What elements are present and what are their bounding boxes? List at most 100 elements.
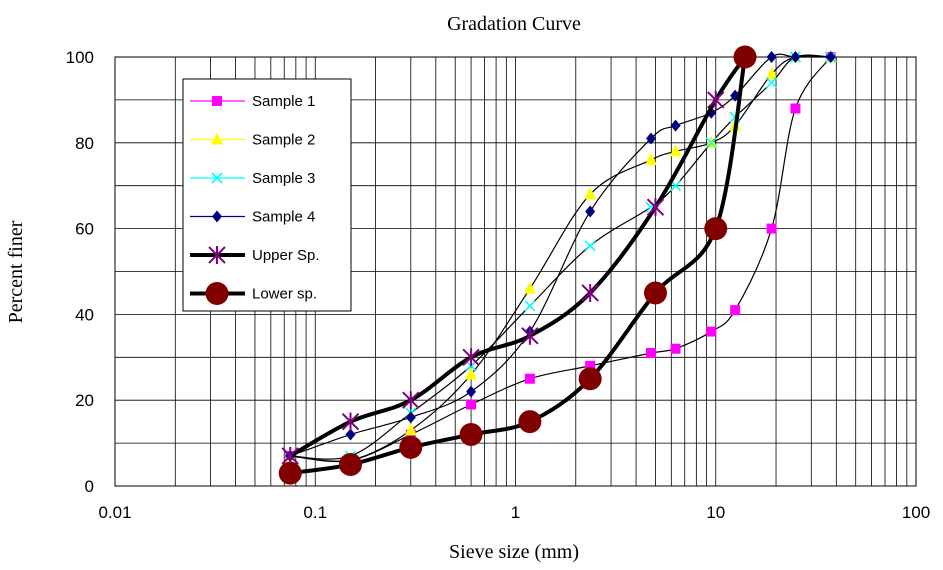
square-marker-shape bbox=[466, 399, 477, 410]
circle-marker-shape bbox=[704, 217, 728, 241]
data-point bbox=[790, 51, 801, 63]
legend-entry: Sample 4 bbox=[190, 209, 315, 226]
data-point bbox=[706, 326, 717, 337]
circle-marker-shape bbox=[339, 453, 363, 477]
data-point bbox=[790, 103, 801, 114]
circle-marker-shape bbox=[205, 282, 229, 305]
circle-marker-shape bbox=[278, 461, 302, 485]
star-marker-shape bbox=[646, 198, 665, 217]
data-point bbox=[670, 343, 681, 354]
series-line bbox=[289, 55, 747, 458]
data-point bbox=[459, 423, 483, 447]
diamond-marker-shape bbox=[405, 411, 416, 424]
diamond-marker-shape bbox=[345, 428, 356, 441]
x-marker-shape bbox=[766, 77, 778, 89]
triangle-marker-shape bbox=[669, 144, 682, 157]
triangle-marker-shape bbox=[584, 187, 597, 200]
data-point bbox=[766, 77, 778, 89]
series-line bbox=[290, 53, 831, 457]
series-line bbox=[290, 54, 831, 460]
legend-label: Sample 4 bbox=[252, 209, 315, 226]
legend-entry: Sample 3 bbox=[190, 170, 315, 187]
x-tick-label: 1 bbox=[511, 503, 520, 522]
data-point bbox=[643, 281, 667, 305]
triangle-marker-shape bbox=[645, 152, 658, 165]
star-marker-shape bbox=[462, 348, 480, 367]
series-lower-sp- bbox=[278, 45, 757, 485]
diamond-marker-shape bbox=[670, 119, 681, 132]
legend-entry: Lower sp. bbox=[190, 282, 317, 305]
circle-marker-shape bbox=[459, 423, 483, 447]
y-tick-label: 20 bbox=[75, 391, 94, 410]
triangle-marker-shape bbox=[404, 423, 417, 436]
legend-box bbox=[182, 78, 352, 312]
diamond-marker-shape bbox=[790, 51, 801, 63]
data-point bbox=[646, 198, 665, 217]
legend-entry: Upper Sp. bbox=[190, 246, 320, 264]
series-line bbox=[290, 55, 831, 463]
x-tick-label: 0.01 bbox=[98, 503, 131, 522]
y-tick-label: 0 bbox=[85, 477, 94, 496]
x-axis-title: Sieve size (mm) bbox=[449, 541, 579, 563]
circle-marker-shape bbox=[643, 281, 667, 305]
legend: Sample 1 Sample 2 Sample 3 Sample 4 Upper Sp… bbox=[182, 78, 352, 312]
y-tick-label: 100 bbox=[66, 48, 94, 67]
data-point bbox=[518, 410, 542, 434]
circle-marker-shape bbox=[578, 367, 602, 391]
data-point bbox=[584, 187, 597, 200]
star-marker-shape bbox=[521, 326, 539, 345]
data-point bbox=[345, 428, 356, 441]
plot-area-border bbox=[114, 56, 917, 487]
legend-marker bbox=[205, 282, 229, 305]
triangle-marker-shape bbox=[211, 132, 223, 145]
chart-title: Gradation Curve bbox=[447, 13, 581, 35]
square-marker-shape bbox=[524, 373, 535, 384]
legend-label: Sample 3 bbox=[252, 170, 315, 187]
data-point bbox=[521, 326, 539, 345]
star-marker-shape bbox=[581, 283, 599, 302]
data-point bbox=[524, 373, 535, 384]
square-marker-shape bbox=[706, 326, 717, 337]
legend-label: Upper Sp. bbox=[252, 247, 320, 264]
legend-label: Sample 2 bbox=[252, 132, 315, 149]
legend-marker bbox=[212, 96, 222, 106]
star-marker-shape bbox=[341, 412, 360, 431]
data-point bbox=[585, 360, 596, 371]
square-marker-shape bbox=[646, 348, 657, 359]
legend-marker bbox=[212, 210, 222, 223]
series-sample-3 bbox=[284, 51, 837, 462]
data-point bbox=[645, 152, 658, 165]
star-marker-shape bbox=[208, 246, 226, 264]
data-point bbox=[730, 305, 741, 316]
series-group bbox=[278, 45, 837, 485]
x-tick-label: 0.1 bbox=[303, 503, 327, 522]
data-point bbox=[704, 217, 728, 241]
series-line bbox=[289, 56, 747, 476]
data-point bbox=[578, 367, 602, 391]
square-marker-shape bbox=[766, 223, 777, 234]
legend-marker bbox=[208, 246, 226, 264]
x-marker-shape bbox=[584, 240, 596, 252]
data-point bbox=[765, 67, 778, 80]
data-point bbox=[585, 205, 596, 218]
triangle-marker-shape bbox=[765, 67, 778, 80]
circle-marker-shape bbox=[399, 435, 423, 459]
data-point bbox=[705, 137, 717, 149]
diamond-marker-shape bbox=[646, 132, 657, 145]
triangle-marker-shape bbox=[523, 281, 536, 294]
data-point bbox=[766, 51, 777, 63]
diamond-marker-shape bbox=[212, 210, 222, 223]
diamond-marker-shape bbox=[466, 385, 477, 398]
x-marker-shape bbox=[211, 172, 223, 184]
circle-marker-shape bbox=[733, 45, 757, 69]
data-point bbox=[707, 90, 725, 109]
series-upper-sp- bbox=[281, 48, 754, 465]
legend-marker bbox=[211, 172, 223, 184]
x-tick-label: 100 bbox=[902, 503, 930, 522]
data-point bbox=[584, 240, 596, 252]
series-line bbox=[290, 56, 832, 462]
x-marker-shape bbox=[524, 300, 536, 312]
data-point bbox=[669, 144, 682, 157]
square-marker-shape bbox=[670, 343, 681, 354]
